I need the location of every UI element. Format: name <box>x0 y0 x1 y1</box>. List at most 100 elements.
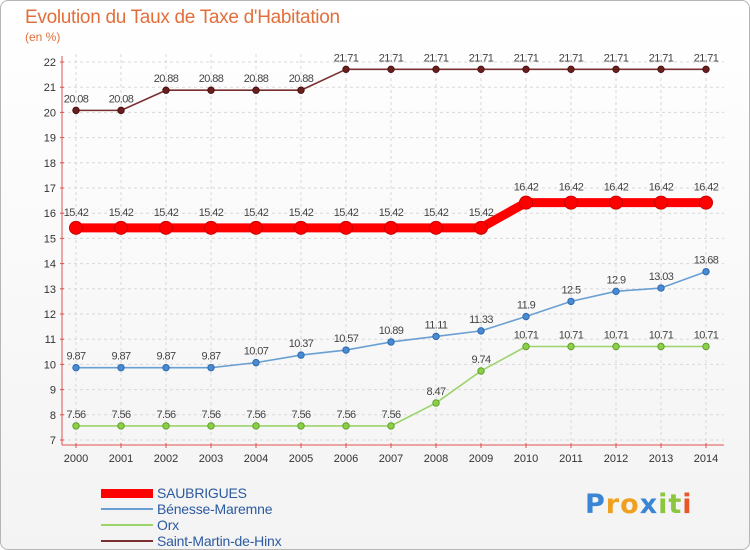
data-label: 15.42 <box>64 207 89 219</box>
data-label: 15.42 <box>379 207 404 219</box>
data-point <box>297 422 305 430</box>
data-label: 10.71 <box>649 330 674 342</box>
x-tick-label: 2013 <box>649 453 673 465</box>
data-label: 7.56 <box>291 409 310 421</box>
x-tick-label: 2005 <box>289 453 313 465</box>
data-label: 21.71 <box>559 52 584 64</box>
data-point <box>657 342 665 351</box>
data-point <box>207 422 215 430</box>
x-tick-label: 2007 <box>379 453 403 465</box>
data-label: 20.88 <box>244 73 269 85</box>
data-label: 7.56 <box>66 409 85 421</box>
data-label: 10.57 <box>334 333 359 345</box>
data-label: 9.87 <box>156 351 175 363</box>
data-point <box>699 195 713 210</box>
data-label: 7.56 <box>201 409 220 421</box>
y-tick-label: 15 <box>44 233 56 245</box>
data-label: 15.42 <box>199 207 224 219</box>
legend-label: Orx <box>157 517 179 533</box>
data-point <box>297 86 305 94</box>
y-tick-label: 14 <box>44 259 56 271</box>
data-point <box>564 195 578 210</box>
x-tick-label: 2004 <box>244 453 268 465</box>
data-label: 10.07 <box>244 346 269 358</box>
data-point <box>654 195 668 210</box>
chart-title: Evolution du Taux de Taxe d'Habitation <box>25 7 340 28</box>
legend-swatch <box>101 508 153 510</box>
data-point <box>519 195 533 210</box>
x-tick-label: 2006 <box>334 453 358 465</box>
data-point <box>252 422 260 430</box>
data-point <box>159 220 173 235</box>
data-label: 15.42 <box>154 207 179 219</box>
proxiti-logo: Proxiti <box>585 489 693 520</box>
data-point <box>207 363 215 372</box>
data-point <box>567 65 575 74</box>
data-point <box>72 106 80 115</box>
data-point <box>117 363 125 372</box>
data-label: 15.42 <box>469 207 494 219</box>
data-point <box>162 363 170 372</box>
data-label: 10.89 <box>379 325 404 337</box>
data-point <box>432 332 440 341</box>
data-point <box>612 287 620 296</box>
data-point <box>612 65 620 74</box>
logo-letter: x <box>639 489 659 520</box>
y-tick-label: 10 <box>44 359 56 371</box>
data-label: 16.42 <box>604 182 629 194</box>
y-tick-label: 8 <box>50 410 56 422</box>
data-label: 21.71 <box>604 52 629 64</box>
x-tick-label: 2010 <box>514 453 538 465</box>
y-tick-label: 16 <box>44 208 56 220</box>
data-point <box>702 342 710 351</box>
y-tick-label: 11 <box>45 334 56 346</box>
data-label: 15.42 <box>244 207 269 219</box>
data-point <box>477 65 485 74</box>
data-point <box>69 220 83 235</box>
data-point <box>297 351 305 359</box>
data-point <box>432 65 440 74</box>
data-point <box>387 422 395 430</box>
data-label: 7.56 <box>156 409 175 421</box>
data-label: 15.42 <box>424 207 449 219</box>
y-tick-label: 7 <box>50 435 56 447</box>
data-label: 21.71 <box>649 52 674 64</box>
data-label: 21.71 <box>469 52 494 64</box>
data-label: 11.11 <box>425 319 448 331</box>
data-point <box>477 367 485 375</box>
data-label: 10.37 <box>289 338 314 350</box>
data-label: 7.56 <box>246 409 265 421</box>
data-point <box>207 86 215 94</box>
data-label: 11.33 <box>469 314 493 326</box>
y-tick-label: 19 <box>44 133 56 145</box>
data-point <box>249 220 263 235</box>
y-tick-label: 12 <box>44 309 56 321</box>
y-tick-label: 18 <box>44 158 56 170</box>
y-tick-label: 20 <box>44 107 56 119</box>
x-tick-label: 2002 <box>154 453 178 465</box>
data-label: 9.87 <box>66 351 85 363</box>
x-tick-label: 2008 <box>424 453 448 465</box>
data-label: 10.71 <box>694 330 719 342</box>
data-point <box>252 86 260 94</box>
legend-swatch <box>101 540 153 542</box>
logo-letter: i <box>658 489 669 520</box>
data-point <box>384 220 398 235</box>
data-label: 20.08 <box>64 93 89 105</box>
data-point <box>252 358 260 367</box>
y-tick-label: 17 <box>44 183 56 195</box>
data-point <box>342 422 350 430</box>
data-label: 10.71 <box>514 330 539 342</box>
data-label: 15.42 <box>289 207 314 219</box>
data-label: 15.42 <box>334 207 359 219</box>
y-axis-unit: (en %) <box>25 30 61 44</box>
data-point <box>657 284 665 292</box>
data-point <box>342 65 350 74</box>
data-label: 13.68 <box>694 255 719 267</box>
data-point <box>522 312 530 321</box>
data-label: 21.71 <box>424 52 449 64</box>
data-label: 13.03 <box>649 271 674 283</box>
data-label: 21.71 <box>514 52 539 64</box>
